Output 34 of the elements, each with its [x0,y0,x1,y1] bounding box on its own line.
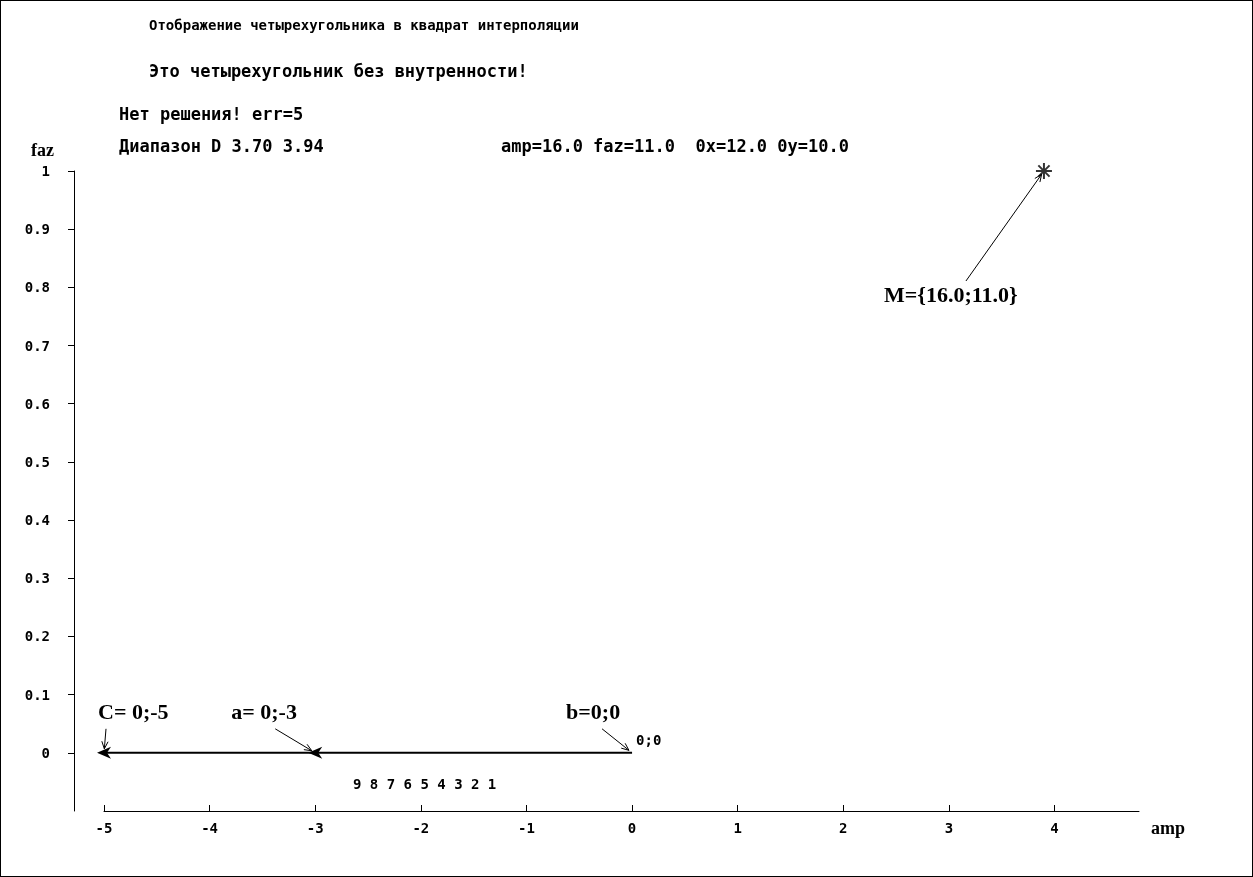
x-tick-label: 0 [627,820,637,836]
y-tick-label: 0 [41,744,50,761]
x-tick-label: 1 [733,820,742,836]
annotation: C= 0;-5 [98,699,169,725]
y-tick-label: 0.7 [24,337,50,354]
annotation: a= 0;-3 [231,699,297,725]
x-tick-label: -2 [412,820,430,836]
x-tick-label: 3 [944,820,954,836]
chart-title: Отображение четырехугольника в квадрат интерполяции [149,17,579,33]
x-tick-label: 2 [839,820,848,836]
text: Нет решения! err=5 [119,103,304,124]
x-tick-label: -4 [201,820,219,836]
y-axis-title: faz [31,140,55,160]
y-tick-label: 0.4 [24,512,50,529]
x-tick-label: 4 [1050,820,1059,836]
y-tick-label: 0.2 [24,628,50,645]
annotation: 0;0 [636,731,662,748]
annotation: 9 8 7 6 5 4 3 2 1 [353,776,497,792]
x-tick-label: -1 [518,820,535,836]
y-tick-label: 0.3 [24,570,50,587]
x-tick-label: -3 [306,820,324,836]
x-axis-title: amp [1151,818,1186,838]
text: Диапазон D 3.70 3.94 [119,135,324,156]
annotation: M={16.0;11.0} [883,281,1018,307]
text: amp=16.0 faz=11.0 0x=12.0 0y=10.0 [501,135,849,156]
y-tick-label: 0.6 [24,395,50,412]
y-tick-label: 0.8 [24,279,50,296]
y-tick-label: 0.1 [24,686,50,703]
x-tick-label: -5 [95,820,113,836]
y-tick-label: 0.9 [24,221,50,238]
chart-subtitle: Это четырехугольник без внутренности! [149,60,528,81]
y-tick-label: 1 [41,163,50,179]
annotation: b=0;0 [566,699,621,725]
y-tick-label: 0.5 [24,453,50,470]
